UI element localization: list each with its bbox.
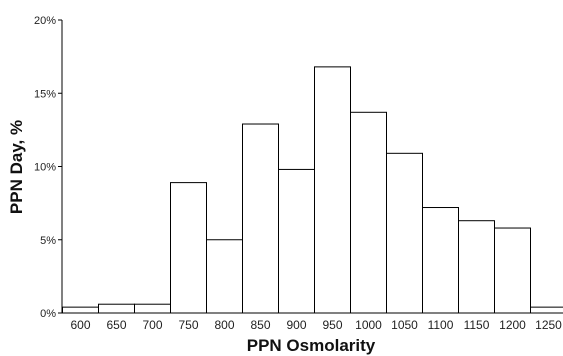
x-tick-label: 900 <box>286 318 306 332</box>
x-tick-label: 1150 <box>464 318 490 332</box>
bar-1150 <box>458 220 495 314</box>
bar-950 <box>314 66 351 314</box>
y-tick-label: 15% <box>34 88 56 100</box>
bar-900 <box>278 168 315 314</box>
x-axis-title: PPN Osmolarity <box>247 336 376 355</box>
y-axis-title: PPN Day, % <box>7 120 26 214</box>
x-ticks: 600 650 700 750 800 850 900 950 1000 1050 1100 1150… <box>70 318 562 332</box>
x-tick-label: 1100 <box>428 318 454 332</box>
x-tick-label: 800 <box>214 318 234 332</box>
bars-layer <box>62 66 563 314</box>
x-tick-label: 600 <box>70 318 90 332</box>
bar-650 <box>98 303 135 314</box>
x-tick-label: 950 <box>322 318 342 332</box>
y-tick-label: 20% <box>34 15 56 27</box>
bar-1100 <box>422 207 459 314</box>
bar-1000 <box>350 111 387 314</box>
x-tick-label: 700 <box>142 318 162 332</box>
bar-750 <box>170 182 207 314</box>
x-tick-label: 1050 <box>391 318 418 332</box>
bar-1250 <box>530 306 563 314</box>
x-tick-label: 1000 <box>355 318 382 332</box>
x-tick-label: 750 <box>178 318 198 332</box>
bar-700 <box>134 303 171 314</box>
bar-1050 <box>386 152 423 314</box>
bar-600 <box>62 306 99 314</box>
x-tick-label: 650 <box>106 318 126 332</box>
y-tick-label: 10% <box>34 162 56 174</box>
bar-850 <box>242 123 279 314</box>
x-tick-label: 850 <box>250 318 270 332</box>
bar-800 <box>206 239 243 314</box>
y-ticks: 0% 5% 10% 15% 20% <box>34 15 62 320</box>
x-tick-label: 1250 <box>535 318 562 332</box>
y-tick-label: 0% <box>40 308 56 320</box>
x-tick-label: 1200 <box>499 318 526 332</box>
y-tick-label: 5% <box>40 235 56 247</box>
bar-1200 <box>494 227 531 314</box>
